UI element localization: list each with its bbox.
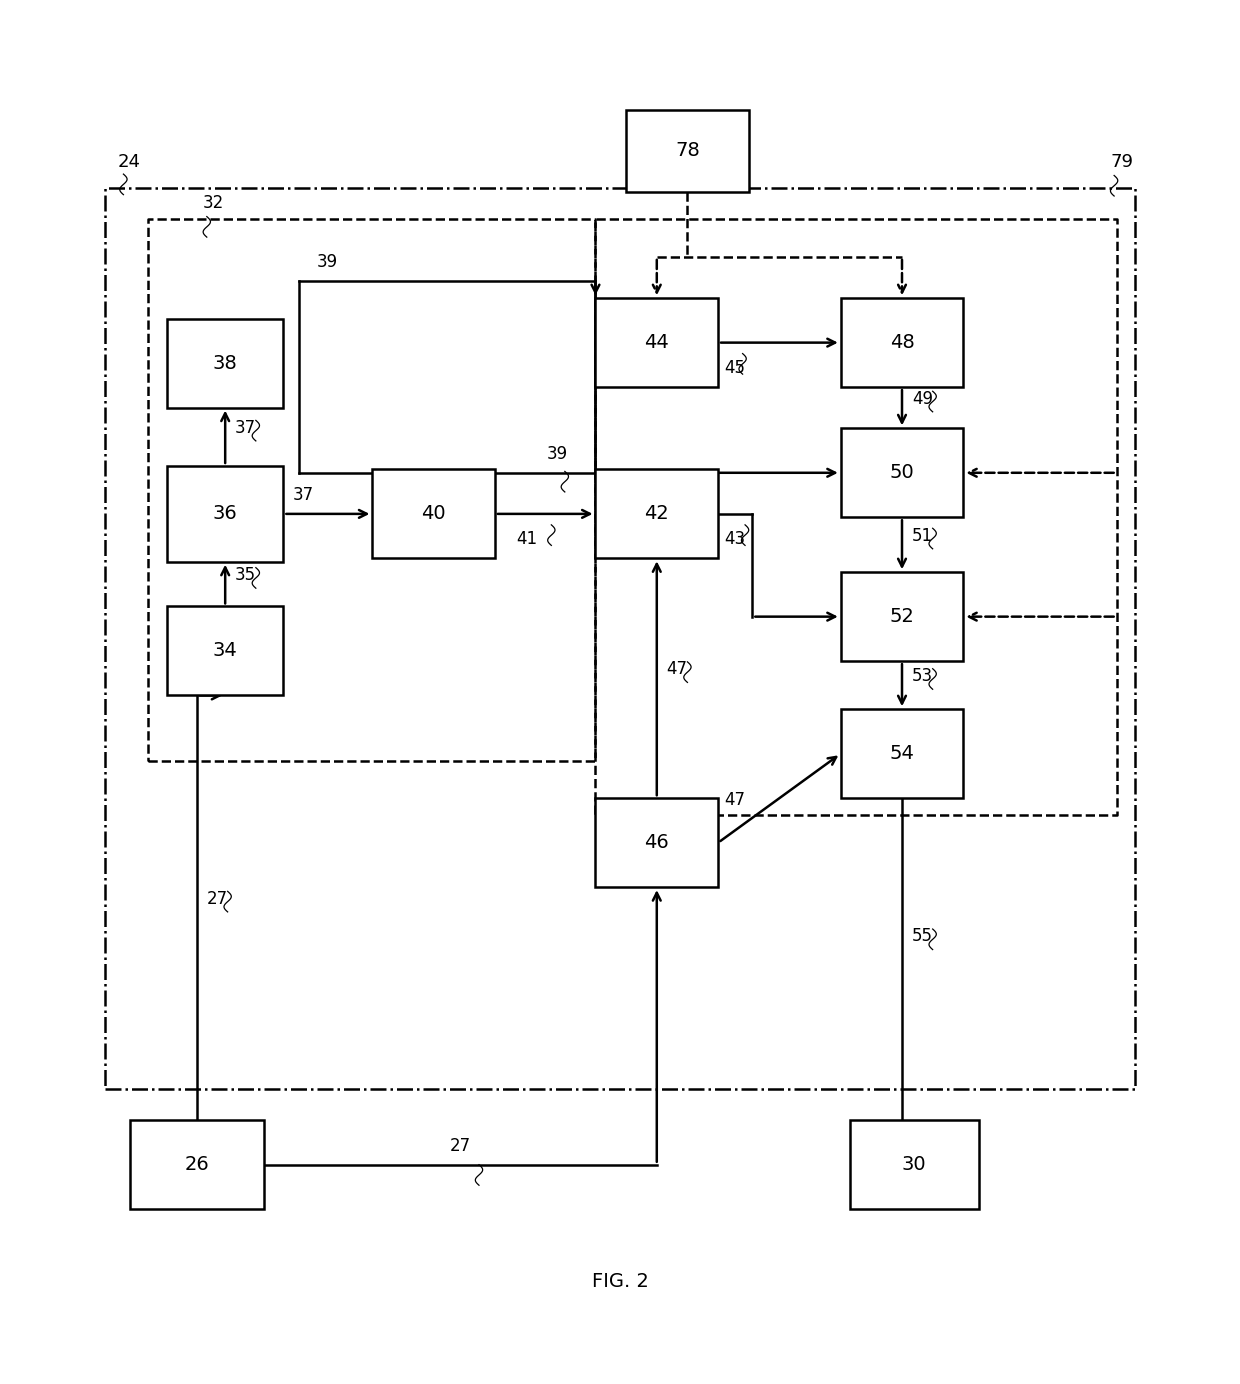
Text: 37: 37 bbox=[236, 419, 257, 437]
Bar bbox=[595, 799, 718, 887]
Text: 51: 51 bbox=[911, 527, 932, 545]
Text: 37: 37 bbox=[293, 486, 314, 504]
Text: 39: 39 bbox=[317, 253, 339, 271]
Text: 36: 36 bbox=[213, 504, 238, 523]
Text: 47: 47 bbox=[724, 792, 745, 810]
Text: 79: 79 bbox=[1111, 154, 1133, 172]
Bar bbox=[841, 298, 963, 388]
Bar bbox=[841, 428, 963, 518]
Text: FIG. 2: FIG. 2 bbox=[591, 1272, 649, 1291]
Text: 48: 48 bbox=[889, 334, 914, 352]
Bar bbox=[841, 709, 963, 799]
Text: 27: 27 bbox=[207, 890, 228, 908]
Text: 78: 78 bbox=[675, 141, 699, 161]
Text: 38: 38 bbox=[213, 354, 238, 372]
Bar bbox=[129, 1120, 264, 1210]
Bar bbox=[167, 318, 284, 408]
Text: 54: 54 bbox=[889, 745, 914, 763]
Text: 27: 27 bbox=[450, 1138, 471, 1156]
Text: 50: 50 bbox=[889, 464, 914, 482]
Text: 55: 55 bbox=[911, 927, 932, 945]
Text: 40: 40 bbox=[422, 504, 446, 523]
Bar bbox=[841, 572, 963, 662]
Bar bbox=[167, 466, 284, 562]
Text: 30: 30 bbox=[901, 1156, 926, 1174]
Text: 45: 45 bbox=[724, 358, 745, 376]
Text: 35: 35 bbox=[236, 566, 257, 584]
Text: 52: 52 bbox=[889, 608, 914, 626]
Bar bbox=[167, 606, 284, 695]
Text: 46: 46 bbox=[645, 833, 670, 853]
Bar bbox=[849, 1120, 978, 1210]
Text: 41: 41 bbox=[516, 530, 537, 548]
Text: 26: 26 bbox=[185, 1156, 210, 1174]
Bar bbox=[595, 298, 718, 388]
Text: 49: 49 bbox=[911, 390, 932, 408]
Text: 47: 47 bbox=[667, 660, 688, 678]
Text: 43: 43 bbox=[724, 530, 745, 548]
Text: 24: 24 bbox=[118, 154, 140, 172]
Text: 32: 32 bbox=[203, 195, 224, 213]
Bar bbox=[626, 109, 749, 192]
Text: 44: 44 bbox=[645, 334, 670, 352]
Bar bbox=[595, 469, 718, 558]
Text: 42: 42 bbox=[645, 504, 670, 523]
Bar bbox=[372, 469, 495, 558]
Text: 34: 34 bbox=[213, 641, 238, 660]
Text: 53: 53 bbox=[911, 667, 932, 685]
Text: 39: 39 bbox=[547, 446, 568, 464]
